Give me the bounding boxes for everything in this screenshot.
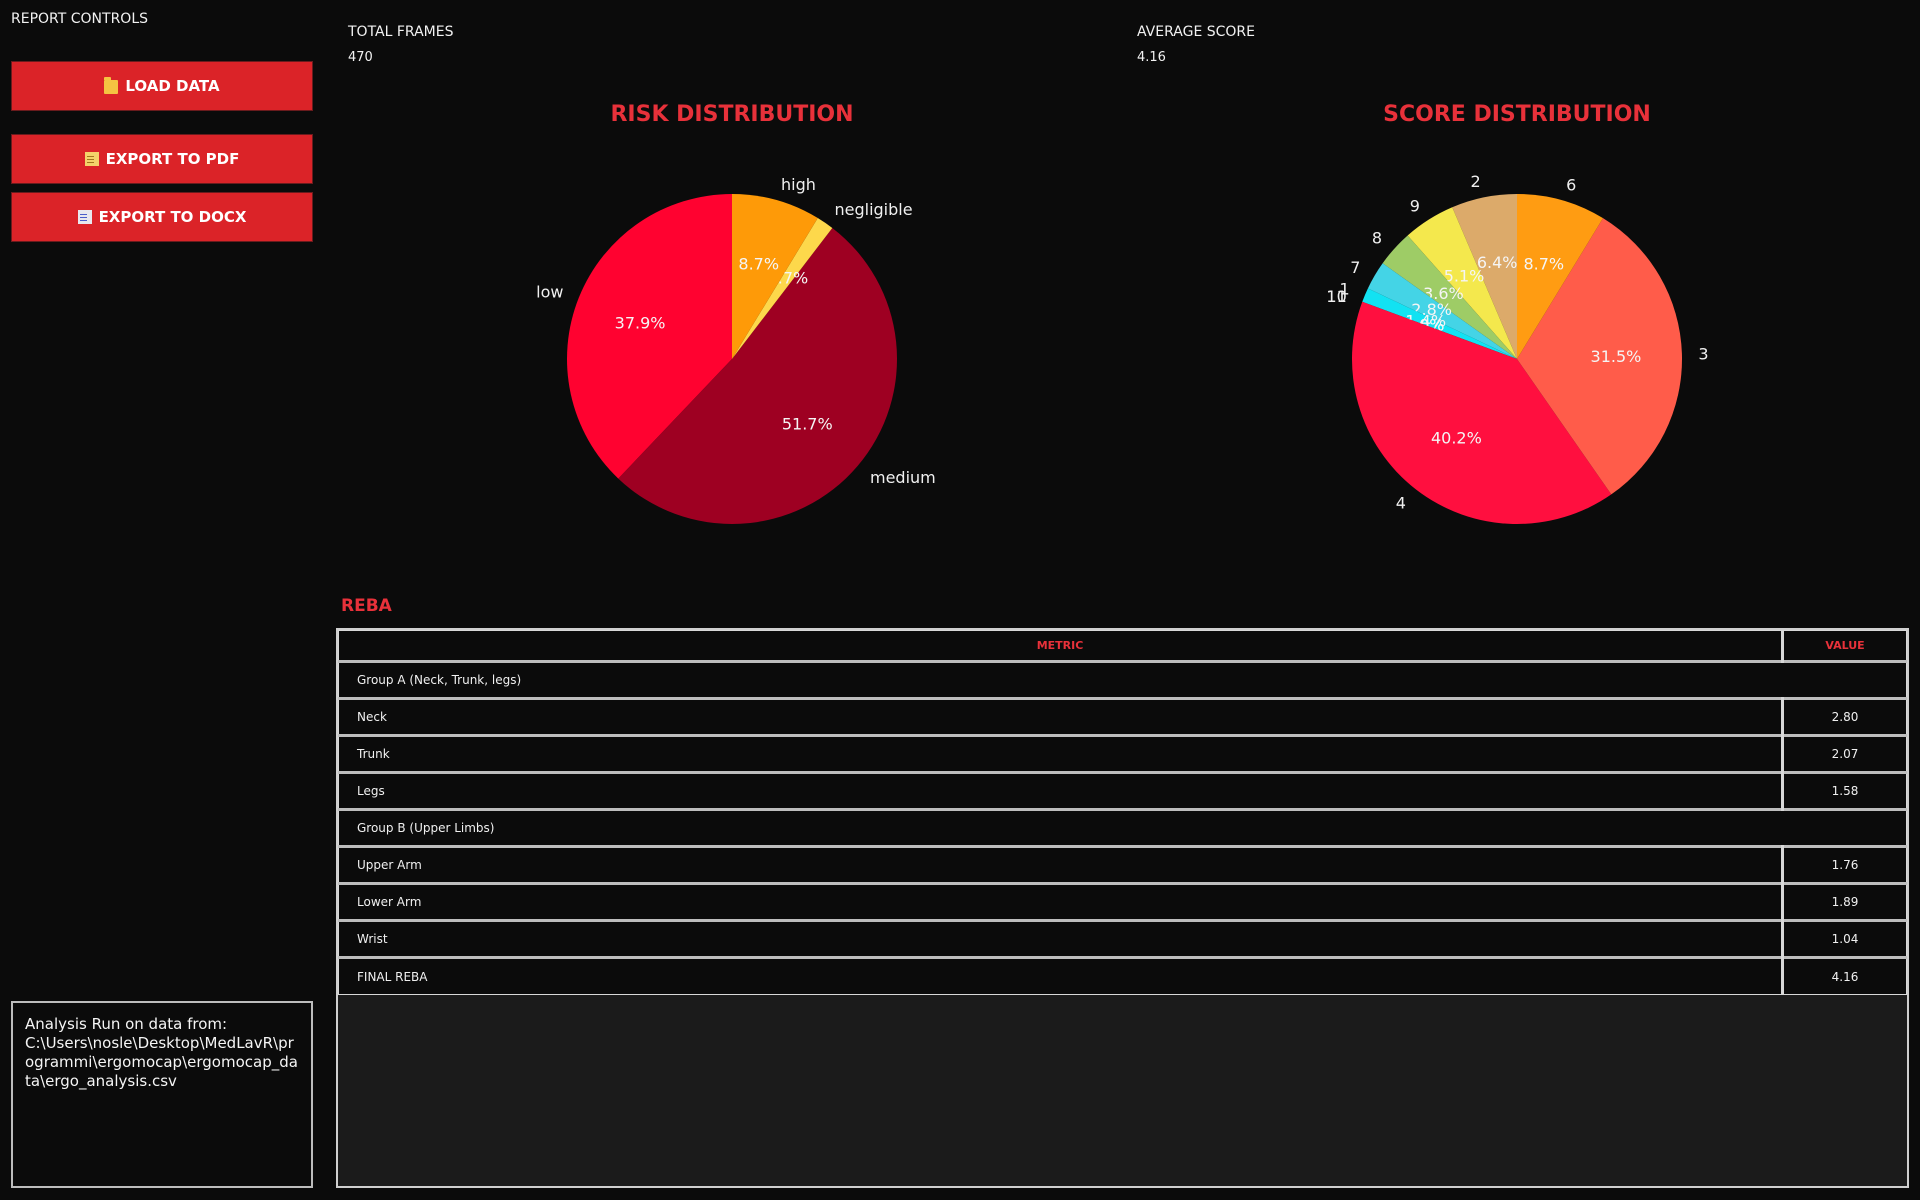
- total-frames-label: TOTAL FRAMES: [348, 24, 454, 40]
- risk-low-slice: [566, 194, 732, 479]
- score-4-slice: [1352, 301, 1612, 524]
- value-cell: 2.80: [1782, 697, 1907, 736]
- risk-medium-percent-label: 51.7%: [782, 414, 833, 433]
- score-9-percent-label: 5.1%: [1444, 266, 1485, 285]
- metric-cell: Legs: [338, 771, 1784, 810]
- reba-section-title: REBA: [341, 596, 392, 616]
- score-3-slice: [1517, 218, 1682, 495]
- score-10-label: 10: [1326, 287, 1346, 306]
- table-row: Trunk 2.07: [338, 734, 1907, 773]
- score-9-slice: [1407, 207, 1517, 359]
- score-pie-chart: 26.4%95.1%83.6%72.8%11.4%100.0%110.0%440…: [1326, 172, 1709, 524]
- docx-document-icon: [77, 210, 92, 224]
- export-pdf-label: EXPORT TO PDF: [105, 150, 240, 168]
- risk-low-label: low: [536, 283, 563, 302]
- risk-high-label: high: [781, 175, 816, 194]
- score-2-percent-label: 6.4%: [1477, 253, 1518, 272]
- load-data-label: LOAD DATA: [125, 77, 220, 95]
- risk-distribution-title: RISK DISTRIBUTION: [610, 102, 853, 127]
- value-column-header: VALUE: [1782, 630, 1907, 662]
- value-cell: 4.16: [1782, 956, 1907, 995]
- table-row: Lower Arm 1.89: [338, 882, 1907, 921]
- score-3-label: 3: [1698, 345, 1708, 364]
- total-frames-value: 470: [348, 50, 373, 65]
- score-8-percent-label: 3.6%: [1423, 284, 1464, 303]
- risk-negligible-slice: [732, 218, 833, 359]
- table-row: Upper Arm 1.76: [338, 845, 1907, 884]
- score-2-label: 2: [1470, 172, 1480, 191]
- table-row: Wrist 1.04: [338, 919, 1907, 958]
- table-row-group-b: Group B (Upper Limbs): [338, 808, 1907, 847]
- value-cell: 1.76: [1782, 845, 1907, 884]
- score-6-percent-label: 8.7%: [1523, 255, 1564, 274]
- group-b-label: Group B (Upper Limbs): [338, 808, 1907, 847]
- score-2-slice: [1452, 194, 1517, 359]
- score-9-label: 9: [1410, 197, 1420, 216]
- group-a-label: Group A (Neck, Trunk, legs): [338, 660, 1907, 699]
- score-1-slice: [1362, 288, 1517, 359]
- load-data-button[interactable]: LOAD DATA: [11, 61, 313, 111]
- charts-area: RISK DISTRIBUTION low 37.9% medium 51.7% neg…: [536, 102, 1709, 525]
- score-3-percent-label: 31.5%: [1591, 347, 1642, 366]
- risk-high-slice: [732, 194, 818, 359]
- metric-cell: Neck: [338, 697, 1784, 736]
- score-1-label: 1: [1340, 280, 1350, 299]
- risk-low-percent-label: 37.9%: [615, 313, 666, 332]
- export-docx-label: EXPORT TO DOCX: [98, 208, 247, 226]
- metric-column-header: METRIC: [338, 630, 1784, 662]
- table-row-final: FINAL REBA 4.16: [338, 956, 1907, 995]
- value-cell: 1.04: [1782, 919, 1907, 958]
- analysis-info-box: Analysis Run on data from: C:\Users\nosl…: [11, 1001, 313, 1188]
- table-row: Legs 1.58: [338, 771, 1907, 810]
- value-cell: 1.58: [1782, 771, 1907, 810]
- folder-icon: [104, 77, 119, 94]
- table-row: Neck 2.80: [338, 697, 1907, 736]
- risk-negligible-label: negligible: [834, 200, 912, 219]
- info-heading: Analysis Run on data from:: [25, 1015, 228, 1033]
- metric-cell: Wrist: [338, 919, 1784, 958]
- average-score-value: 4.16: [1137, 50, 1166, 65]
- reba-table-container: METRIC VALUE Group A (Neck, Trunk, legs)…: [336, 628, 1909, 1188]
- score-6-slice: [1517, 194, 1604, 359]
- value-cell: 2.07: [1782, 734, 1907, 773]
- average-score-label: AVERAGE SCORE: [1137, 24, 1255, 40]
- pdf-document-icon: [84, 152, 99, 166]
- value-cell: 1.89: [1782, 882, 1907, 921]
- table-row-group-a: Group A (Neck, Trunk, legs): [338, 660, 1907, 699]
- risk-high-percent-label: 8.7%: [738, 255, 779, 274]
- report-controls-title: REPORT CONTROLS: [11, 11, 148, 27]
- metric-cell: Trunk: [338, 734, 1784, 773]
- score-7-label: 7: [1350, 258, 1360, 277]
- score-distribution-title: SCORE DISTRIBUTION: [1383, 102, 1651, 127]
- risk-pie-chart: low37.9%medium51.7%negligible1.7%high8.7…: [536, 175, 936, 525]
- metric-cell: Lower Arm: [338, 882, 1784, 921]
- risk-medium-label: medium: [870, 468, 936, 487]
- reba-table: METRIC VALUE Group A (Neck, Trunk, legs)…: [338, 630, 1907, 995]
- score-4-percent-label: 40.2%: [1431, 428, 1482, 447]
- export-pdf-button[interactable]: EXPORT TO PDF: [11, 134, 313, 184]
- info-file-path: C:\Users\nosle\Desktop\MedLavR\programmi…: [25, 1034, 298, 1090]
- score-6-label: 6: [1566, 175, 1576, 194]
- score-11-label: 11: [1326, 287, 1346, 306]
- score-8-label: 8: [1372, 229, 1382, 248]
- score-4-label: 4: [1396, 494, 1406, 513]
- metric-cell: FINAL REBA: [338, 956, 1784, 995]
- metric-cell: Upper Arm: [338, 845, 1784, 884]
- export-docx-button[interactable]: EXPORT TO DOCX: [11, 192, 313, 242]
- risk-medium-slice: [618, 227, 897, 525]
- score-7-slice: [1367, 263, 1517, 359]
- score-8-slice: [1382, 235, 1517, 359]
